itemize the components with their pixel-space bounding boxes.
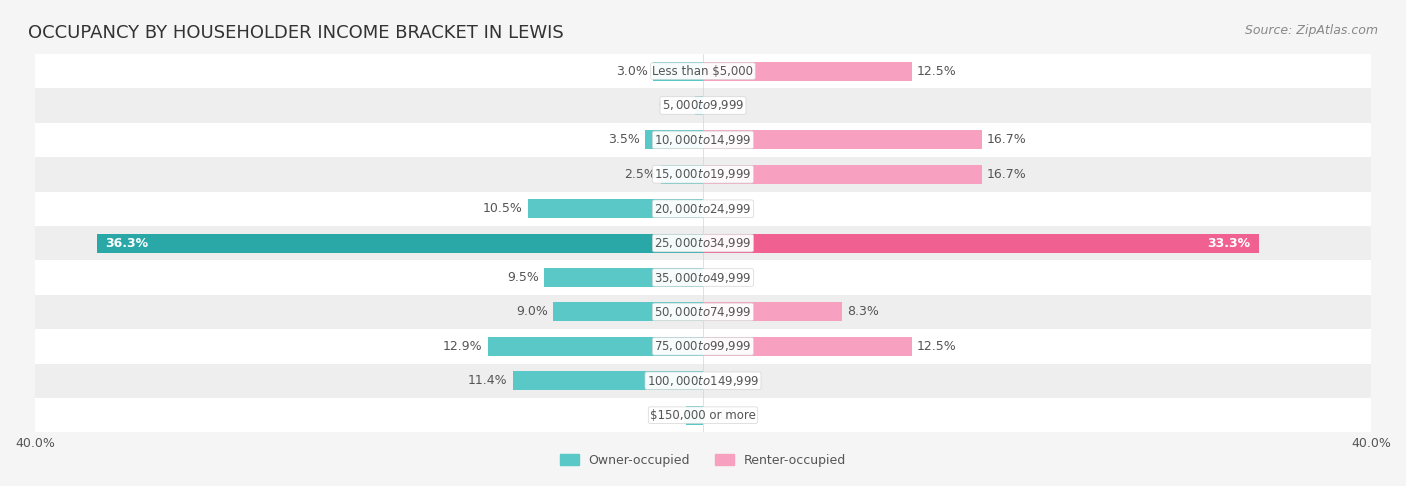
- Text: Source: ZipAtlas.com: Source: ZipAtlas.com: [1244, 24, 1378, 37]
- Bar: [703, 62, 911, 81]
- Text: 2.5%: 2.5%: [624, 168, 657, 181]
- Bar: [686, 406, 703, 425]
- Text: $5,000 to $9,999: $5,000 to $9,999: [662, 99, 744, 112]
- Bar: [544, 268, 703, 287]
- Bar: [553, 302, 703, 321]
- Text: 9.0%: 9.0%: [516, 305, 548, 318]
- Bar: [703, 337, 911, 356]
- Bar: [97, 234, 703, 253]
- Text: 12.9%: 12.9%: [443, 340, 482, 353]
- Bar: [35, 157, 1371, 191]
- Text: 8.3%: 8.3%: [846, 305, 879, 318]
- Text: $15,000 to $19,999: $15,000 to $19,999: [654, 167, 752, 181]
- Text: 11.4%: 11.4%: [468, 374, 508, 387]
- Text: 9.5%: 9.5%: [508, 271, 540, 284]
- Legend: Owner-occupied, Renter-occupied: Owner-occupied, Renter-occupied: [555, 449, 851, 471]
- Text: $35,000 to $49,999: $35,000 to $49,999: [654, 271, 752, 284]
- Bar: [644, 130, 703, 149]
- Bar: [35, 88, 1371, 122]
- Bar: [35, 191, 1371, 226]
- Bar: [661, 165, 703, 184]
- Text: $10,000 to $14,999: $10,000 to $14,999: [654, 133, 752, 147]
- Text: $20,000 to $24,999: $20,000 to $24,999: [654, 202, 752, 216]
- Text: 12.5%: 12.5%: [917, 340, 956, 353]
- Text: OCCUPANCY BY HOUSEHOLDER INCOME BRACKET IN LEWIS: OCCUPANCY BY HOUSEHOLDER INCOME BRACKET …: [28, 24, 564, 42]
- Bar: [527, 199, 703, 218]
- Bar: [35, 122, 1371, 157]
- Text: Less than $5,000: Less than $5,000: [652, 65, 754, 78]
- Text: 16.7%: 16.7%: [987, 168, 1026, 181]
- Bar: [695, 96, 703, 115]
- Text: $25,000 to $34,999: $25,000 to $34,999: [654, 236, 752, 250]
- Bar: [35, 329, 1371, 364]
- Bar: [703, 234, 1260, 253]
- Text: 10.5%: 10.5%: [482, 202, 523, 215]
- Bar: [488, 337, 703, 356]
- Text: 0.0%: 0.0%: [709, 271, 740, 284]
- Bar: [35, 54, 1371, 88]
- Text: 0.0%: 0.0%: [709, 202, 740, 215]
- Text: 0.0%: 0.0%: [709, 374, 740, 387]
- Bar: [35, 226, 1371, 260]
- Bar: [35, 364, 1371, 398]
- Bar: [703, 130, 981, 149]
- Text: 12.5%: 12.5%: [917, 65, 956, 78]
- Text: 3.5%: 3.5%: [607, 133, 640, 146]
- Bar: [35, 398, 1371, 433]
- Text: 0.0%: 0.0%: [709, 99, 740, 112]
- Text: $50,000 to $74,999: $50,000 to $74,999: [654, 305, 752, 319]
- Text: 3.0%: 3.0%: [616, 65, 648, 78]
- Text: 16.7%: 16.7%: [987, 133, 1026, 146]
- Bar: [513, 371, 703, 390]
- Bar: [703, 302, 842, 321]
- Text: $100,000 to $149,999: $100,000 to $149,999: [647, 374, 759, 388]
- Bar: [703, 165, 981, 184]
- Text: 33.3%: 33.3%: [1208, 237, 1251, 250]
- Bar: [35, 295, 1371, 329]
- Text: 36.3%: 36.3%: [105, 237, 148, 250]
- Bar: [35, 260, 1371, 295]
- Text: $75,000 to $99,999: $75,000 to $99,999: [654, 339, 752, 353]
- Bar: [652, 62, 703, 81]
- Text: 0.5%: 0.5%: [658, 99, 689, 112]
- Text: $150,000 or more: $150,000 or more: [650, 409, 756, 422]
- Text: 0.0%: 0.0%: [709, 409, 740, 422]
- Text: 1.0%: 1.0%: [650, 409, 682, 422]
